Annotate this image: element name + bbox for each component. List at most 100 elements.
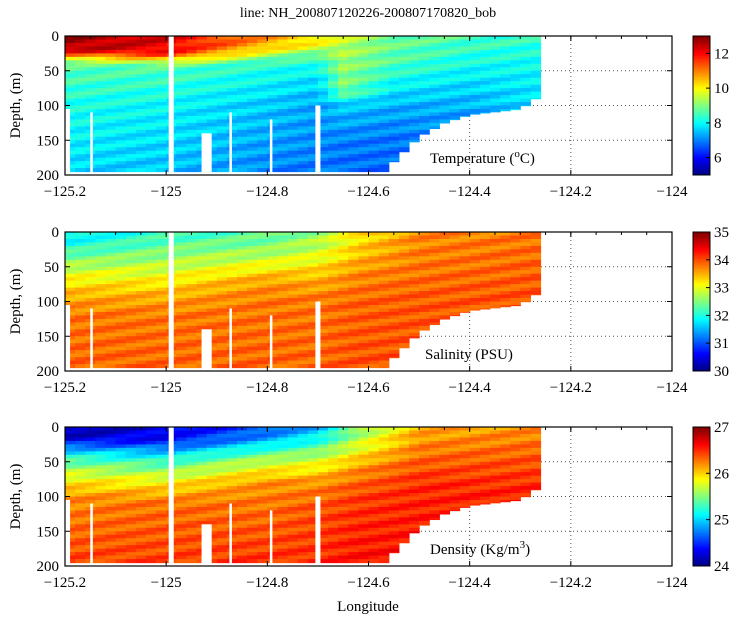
heatmap-cell	[419, 298, 430, 302]
heatmap-cell	[318, 434, 329, 438]
heatmap-cell	[197, 235, 208, 239]
heatmap-cell	[257, 535, 268, 539]
heatmap-cell	[419, 483, 430, 487]
heatmap-cell	[298, 81, 309, 85]
heatmap-cell	[146, 119, 157, 123]
heatmap-cell	[126, 462, 137, 466]
heatmap-cell	[389, 249, 400, 253]
heatmap-cell	[146, 95, 157, 99]
heatmap-cell	[75, 151, 86, 155]
heatmap-cell	[338, 517, 349, 521]
heatmap-cell	[369, 92, 380, 96]
heatmap-cell	[136, 161, 147, 165]
heatmap-cell	[126, 340, 137, 344]
heatmap-cell	[389, 510, 400, 514]
heatmap-cell	[176, 357, 187, 361]
heatmap-cell	[227, 99, 238, 103]
heatmap-cell	[136, 126, 147, 130]
heatmap-cell	[65, 92, 76, 96]
heatmap-cell	[389, 514, 400, 518]
heatmap-cell	[237, 71, 248, 75]
heatmap-cell	[500, 295, 511, 299]
heatmap-cell	[510, 60, 521, 64]
heatmap-cell	[136, 249, 147, 253]
heatmap-cell	[449, 78, 460, 82]
heatmap-cell	[247, 246, 258, 250]
heatmap-cell	[369, 340, 380, 344]
heatmap-cell	[449, 112, 460, 116]
heatmap-cell	[338, 235, 349, 239]
heatmap-cell	[369, 295, 380, 299]
heatmap-cell	[369, 168, 380, 172]
heatmap-cell	[389, 479, 400, 483]
heatmap-cell	[75, 444, 86, 448]
heatmap-cell	[176, 106, 187, 110]
heatmap-cell	[308, 284, 319, 288]
heatmap-cell	[369, 528, 380, 532]
heatmap-cell	[176, 507, 187, 511]
heatmap-cell	[176, 361, 187, 365]
heatmap-cell	[419, 469, 430, 473]
heatmap-cell	[308, 46, 319, 50]
heatmap-cell	[288, 71, 299, 75]
heatmap-cell	[126, 235, 137, 239]
heatmap-cell	[217, 239, 228, 243]
heatmap-cell	[247, 119, 258, 123]
heatmap-cell	[267, 116, 278, 120]
heatmap-cell	[460, 246, 471, 250]
heatmap-cell	[449, 92, 460, 96]
heatmap-cell	[379, 483, 390, 487]
heatmap-cell	[419, 510, 430, 514]
heatmap-cell	[530, 277, 541, 281]
heatmap-cell	[358, 147, 369, 151]
heatmap-cell	[369, 469, 380, 473]
heatmap-cell	[328, 326, 339, 330]
heatmap-cell	[257, 528, 268, 532]
heatmap-cell	[288, 472, 299, 476]
heatmap-cell	[298, 130, 309, 134]
heatmap-cell	[520, 277, 531, 281]
heatmap-cell	[277, 263, 288, 267]
heatmap-cell	[369, 451, 380, 455]
heatmap-cell	[136, 357, 147, 361]
heatmap-cell	[277, 510, 288, 514]
heatmap-cell	[288, 343, 299, 347]
heatmap-cell	[136, 123, 147, 127]
heatmap-cell	[75, 88, 86, 92]
heatmap-cell	[207, 479, 218, 483]
heatmap-cell	[379, 92, 390, 96]
heatmap-cell	[328, 434, 339, 438]
heatmap-cell	[75, 270, 86, 274]
heatmap-cell	[146, 102, 157, 106]
heatmap-cell	[95, 490, 106, 494]
heatmap-cell	[247, 444, 258, 448]
heatmap-cell	[500, 39, 511, 43]
heatmap-cell	[146, 531, 157, 535]
heatmap-cell	[318, 437, 329, 441]
heatmap-cell	[136, 242, 147, 246]
heatmap-cell	[328, 441, 339, 445]
heatmap-cell	[338, 308, 349, 312]
heatmap-cell	[409, 106, 420, 110]
heatmap-cell	[277, 552, 288, 556]
heatmap-cell	[318, 253, 329, 257]
heatmap-cell	[277, 302, 288, 306]
heatmap-cell	[308, 88, 319, 92]
heatmap-cell	[409, 71, 420, 75]
heatmap-cell	[298, 260, 309, 264]
heatmap-cell	[429, 281, 440, 285]
heatmap-cell	[419, 81, 430, 85]
heatmap-cell	[237, 43, 248, 47]
heatmap-cell	[308, 274, 319, 278]
heatmap-cell	[298, 123, 309, 127]
heatmap-cell	[186, 524, 197, 528]
heatmap-cell	[156, 340, 167, 344]
data-gap	[90, 112, 93, 175]
heatmap-cell	[65, 291, 76, 295]
heatmap-cell	[389, 455, 400, 459]
heatmap-cell	[439, 71, 450, 75]
heatmap-cell	[439, 64, 450, 68]
heatmap-cell	[318, 284, 329, 288]
heatmap-cell	[520, 284, 531, 288]
heatmap-cell	[227, 524, 238, 528]
